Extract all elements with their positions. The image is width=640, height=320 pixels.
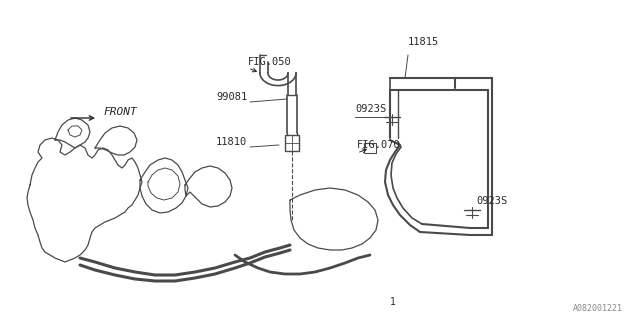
Text: 99081: 99081 [216, 92, 247, 102]
Bar [364, 143, 376, 153]
Text: FRONT: FRONT [103, 107, 137, 117]
Text: FIG.070: FIG.070 [357, 140, 401, 150]
Text: 11815: 11815 [408, 37, 439, 47]
Text: 0923S: 0923S [476, 196, 508, 206]
Text: FIG.050: FIG.050 [248, 57, 292, 67]
Bar [285, 135, 299, 151]
Text: 0923S: 0923S [355, 104, 387, 114]
Text: 1: 1 [390, 297, 396, 307]
Text: A082001221: A082001221 [573, 304, 623, 313]
Text: 11810: 11810 [216, 137, 247, 147]
